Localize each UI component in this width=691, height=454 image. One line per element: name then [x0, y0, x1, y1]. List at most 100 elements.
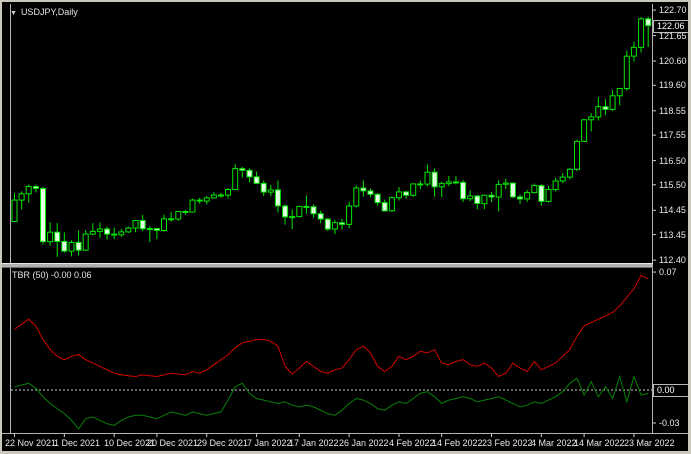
time-axis-label: 1 Dec 2021 [54, 438, 101, 448]
candle-body [32, 186, 39, 189]
candle-body [153, 228, 160, 231]
candle-body [638, 18, 645, 48]
price-axis-label: 116.50 [659, 156, 686, 166]
candle-body [424, 171, 431, 185]
candle-body [196, 199, 203, 202]
price-axis-border [652, 4, 653, 433]
candle-body [403, 191, 410, 196]
candle-body [552, 180, 559, 190]
chart-symbol-label: ▼ USDJPY,Daily [10, 7, 78, 19]
candle-body [445, 181, 452, 185]
time-axis-label: 14 Mar 2022 [574, 438, 625, 448]
time-axis-label: 20 Dec 2021 [147, 438, 199, 448]
candle-body [388, 197, 395, 212]
candle-body [125, 227, 132, 233]
candle-body [146, 228, 153, 230]
candle-body [545, 189, 552, 202]
candle-body [189, 199, 196, 213]
candle-body [40, 188, 46, 243]
candle-body [210, 194, 217, 199]
candle-body [175, 211, 182, 220]
candle-body [396, 191, 402, 199]
candle-body [246, 169, 253, 178]
price-axis-label: 121.65 [659, 31, 687, 41]
panel-separator[interactable] [2, 263, 653, 268]
price-axis-label: 117.55 [659, 130, 686, 140]
time-axis-label: 22 Nov 2021 [5, 438, 57, 448]
candle-body [96, 228, 103, 232]
candle-body [317, 213, 324, 220]
candle-body [118, 231, 125, 236]
candle-body [602, 106, 609, 110]
candle-body [111, 233, 118, 236]
candle-body [367, 190, 374, 195]
candle-body [566, 168, 573, 178]
price-axis-label: 120.60 [659, 56, 687, 66]
price-axis-label: 113.45 [659, 230, 686, 240]
candle-body [339, 222, 345, 225]
indicator-current-value-tag: 0.00 [653, 384, 688, 397]
candle-body [232, 168, 239, 191]
candle-body [274, 189, 281, 207]
candle-body [225, 189, 232, 196]
candle-body [581, 119, 588, 142]
candle-body [25, 186, 32, 195]
price-axis-label: 118.55 [659, 106, 686, 116]
price-axis-label: 115.50 [659, 180, 686, 190]
candle-body [161, 218, 167, 232]
time-axis-border [2, 433, 688, 434]
candle-body [239, 168, 246, 171]
candle-body [324, 218, 331, 230]
candle-body [452, 181, 459, 184]
candle-body [481, 194, 488, 205]
candle-body [353, 187, 360, 207]
candle-body [182, 211, 189, 213]
price-axis-label: 119.60 [659, 80, 686, 90]
symbol-dropdown-icon[interactable]: ▼ [10, 10, 17, 17]
candle-body [559, 176, 566, 182]
candle-body [531, 185, 538, 194]
candle-body [623, 55, 630, 89]
candle-body [218, 194, 224, 197]
candle-body [289, 216, 296, 219]
candle-body [517, 196, 523, 200]
time-axis-label: 10 Dec 2021 [104, 438, 156, 448]
candle-body [54, 231, 61, 242]
candle-body [104, 228, 111, 235]
candle-body [431, 171, 438, 188]
tbr-upper-line [14, 274, 649, 378]
candle-body [203, 197, 210, 202]
price-axis-label: 114.45 [659, 205, 686, 215]
time-axis-label: 14 Feb 2022 [432, 438, 483, 448]
candle-body [61, 240, 68, 252]
candle-body [360, 187, 367, 192]
price-axis-label: 112.40 [659, 255, 686, 265]
candle-body [260, 182, 267, 193]
candle-body [509, 182, 516, 198]
candle-body [502, 182, 509, 185]
candle-body [47, 231, 54, 243]
indicator-label: TBR (50) -0.00 0.06 [12, 270, 92, 280]
candle-body [82, 233, 89, 251]
candle-body [438, 183, 445, 188]
candle-body [310, 206, 317, 215]
candle-body [630, 46, 637, 57]
time-axis-label: 26 Jan 2022 [339, 438, 389, 448]
candle-body [75, 241, 82, 251]
indicator-axis-label: -0.03 [659, 418, 680, 428]
candle-body [168, 218, 175, 221]
candle-body [488, 194, 495, 198]
time-axis-label: 23 Mar 2022 [624, 438, 675, 448]
candle-body [524, 192, 531, 200]
plot-left-border [10, 4, 11, 433]
candle-body [267, 189, 274, 193]
candle-body [11, 199, 18, 223]
candle-body [609, 95, 616, 110]
candle-body [645, 18, 652, 27]
candle-body [460, 181, 467, 200]
current-price-tag: 122.06 [653, 20, 688, 33]
candle-body [282, 205, 289, 218]
candle-body [616, 88, 623, 97]
